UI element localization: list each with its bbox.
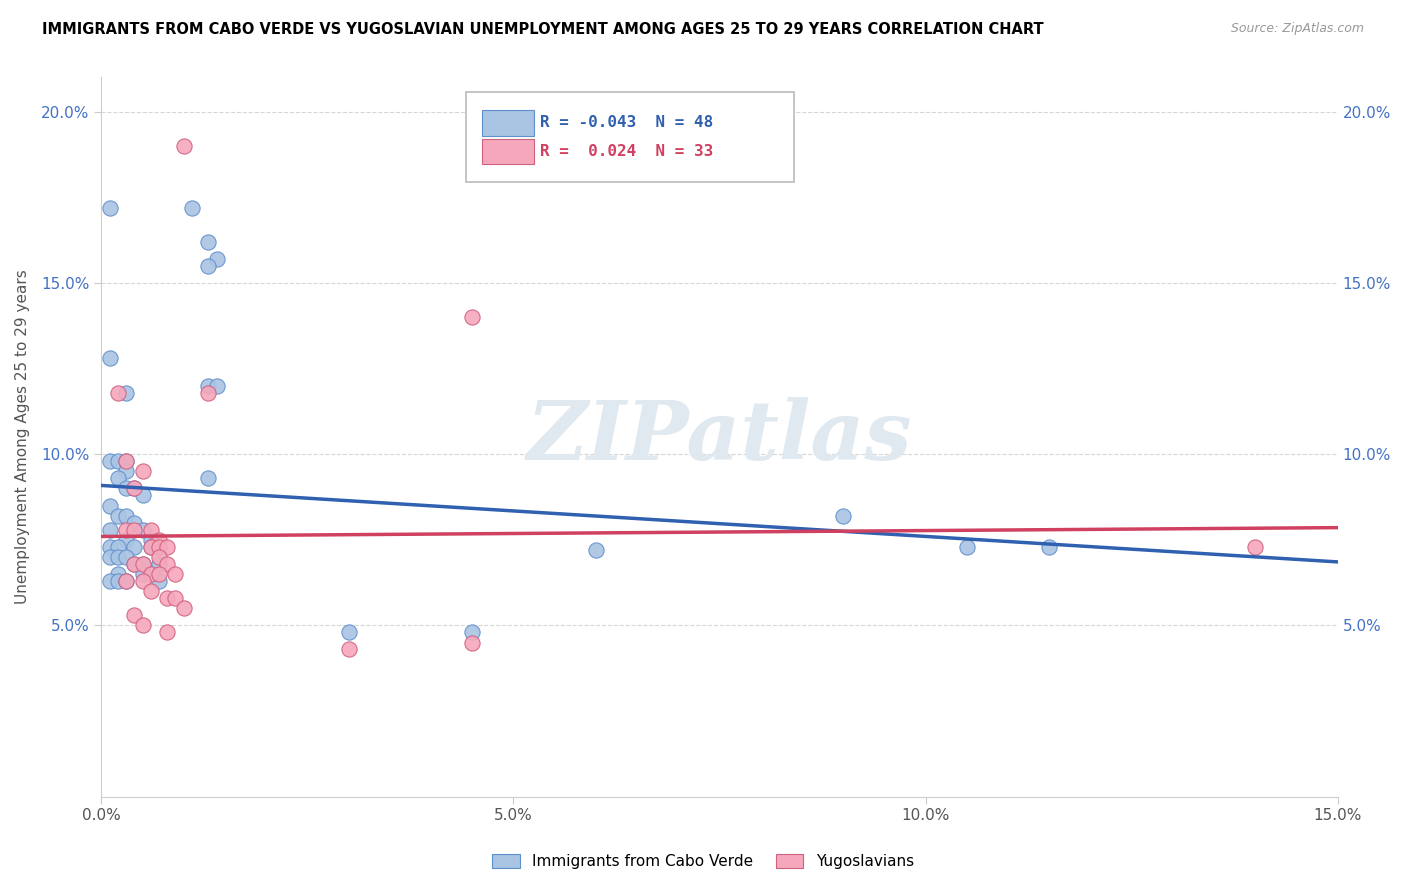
Point bbox=[148, 540, 170, 554]
Point bbox=[122, 608, 145, 623]
Point bbox=[107, 540, 129, 554]
Point bbox=[122, 516, 145, 530]
Point bbox=[98, 574, 121, 588]
Point bbox=[181, 201, 204, 215]
Point bbox=[98, 540, 121, 554]
Point bbox=[461, 625, 484, 640]
Point bbox=[107, 471, 129, 485]
Point bbox=[173, 601, 195, 615]
Point bbox=[156, 557, 179, 571]
Point bbox=[131, 574, 153, 588]
Point bbox=[115, 454, 138, 468]
Point bbox=[122, 482, 145, 496]
Point bbox=[131, 488, 153, 502]
Point bbox=[131, 618, 153, 632]
Point bbox=[148, 533, 170, 547]
Point bbox=[115, 385, 138, 400]
Text: R =  0.024  N = 33: R = 0.024 N = 33 bbox=[540, 144, 713, 159]
Point bbox=[165, 567, 187, 582]
Text: IMMIGRANTS FROM CABO VERDE VS YUGOSLAVIAN UNEMPLOYMENT AMONG AGES 25 TO 29 YEARS: IMMIGRANTS FROM CABO VERDE VS YUGOSLAVIA… bbox=[42, 22, 1043, 37]
Point bbox=[165, 591, 187, 605]
Point bbox=[115, 482, 138, 496]
Point bbox=[131, 567, 153, 582]
Point bbox=[197, 235, 219, 249]
Point bbox=[107, 454, 129, 468]
Point bbox=[197, 385, 219, 400]
Point bbox=[131, 464, 153, 478]
Point bbox=[197, 259, 219, 273]
Point bbox=[1038, 540, 1060, 554]
FancyBboxPatch shape bbox=[482, 138, 534, 164]
Point bbox=[122, 482, 145, 496]
Legend: Immigrants from Cabo Verde, Yugoslavians: Immigrants from Cabo Verde, Yugoslavians bbox=[486, 847, 920, 875]
Point bbox=[115, 508, 138, 523]
Point bbox=[139, 540, 162, 554]
Point bbox=[461, 310, 484, 325]
Point bbox=[139, 533, 162, 547]
Point bbox=[1244, 540, 1267, 554]
Point bbox=[148, 567, 170, 582]
Point bbox=[585, 543, 607, 558]
Point bbox=[148, 557, 170, 571]
Text: ZIPatlas: ZIPatlas bbox=[527, 397, 912, 477]
Point bbox=[115, 574, 138, 588]
Point bbox=[197, 471, 219, 485]
Point bbox=[122, 557, 145, 571]
Text: R = -0.043  N = 48: R = -0.043 N = 48 bbox=[540, 115, 713, 130]
Point bbox=[98, 351, 121, 366]
Point bbox=[832, 508, 855, 523]
Point bbox=[139, 567, 162, 582]
Point bbox=[197, 378, 219, 392]
Point bbox=[148, 549, 170, 564]
Point bbox=[98, 549, 121, 564]
Point bbox=[115, 464, 138, 478]
Point bbox=[148, 574, 170, 588]
Point bbox=[156, 540, 179, 554]
Point bbox=[205, 252, 228, 266]
Point bbox=[139, 584, 162, 599]
FancyBboxPatch shape bbox=[465, 92, 794, 182]
Point bbox=[139, 523, 162, 537]
Point bbox=[122, 523, 145, 537]
Point bbox=[98, 454, 121, 468]
Point bbox=[131, 557, 153, 571]
Point bbox=[107, 574, 129, 588]
Point bbox=[98, 201, 121, 215]
FancyBboxPatch shape bbox=[482, 110, 534, 136]
Point bbox=[98, 499, 121, 513]
Point bbox=[337, 625, 360, 640]
Y-axis label: Unemployment Among Ages 25 to 29 years: Unemployment Among Ages 25 to 29 years bbox=[15, 269, 30, 605]
Text: Source: ZipAtlas.com: Source: ZipAtlas.com bbox=[1230, 22, 1364, 36]
Point bbox=[139, 540, 162, 554]
Point bbox=[156, 591, 179, 605]
Point bbox=[122, 540, 145, 554]
Point bbox=[956, 540, 979, 554]
Point bbox=[115, 574, 138, 588]
Point bbox=[131, 523, 153, 537]
Point bbox=[131, 557, 153, 571]
Point bbox=[98, 523, 121, 537]
Point bbox=[115, 523, 138, 537]
Point bbox=[337, 642, 360, 657]
Point bbox=[107, 385, 129, 400]
Point bbox=[122, 557, 145, 571]
Point bbox=[107, 567, 129, 582]
Point bbox=[173, 139, 195, 153]
Point bbox=[115, 533, 138, 547]
Point bbox=[107, 549, 129, 564]
Point bbox=[461, 635, 484, 649]
Point bbox=[107, 508, 129, 523]
Point bbox=[205, 378, 228, 392]
Point bbox=[115, 549, 138, 564]
Point bbox=[156, 625, 179, 640]
Point bbox=[115, 454, 138, 468]
